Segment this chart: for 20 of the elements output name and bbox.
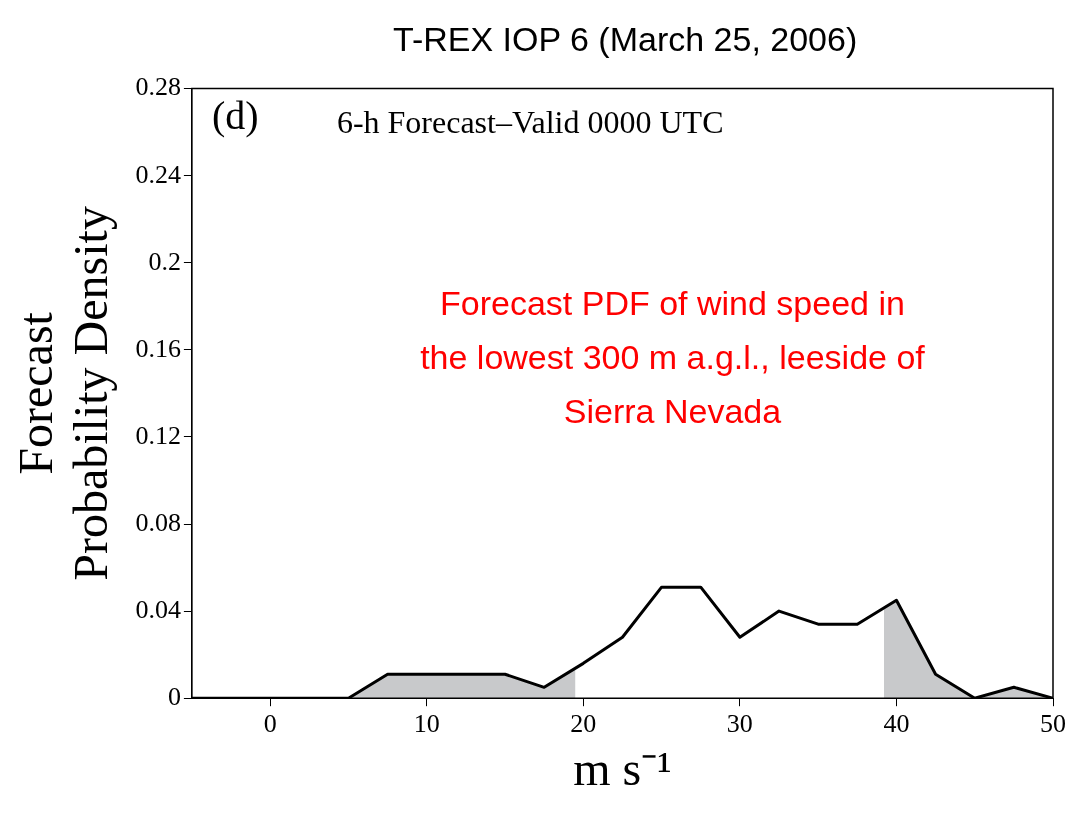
y-tick-label: 0.2 (148, 246, 181, 276)
x-tick-label: 30 (726, 708, 753, 738)
annotation: Forecast PDF of wind speed in the lowest 300 m a.g.l., leeside of Sierra Nevada (420, 283, 926, 430)
y-tick-label: 0.12 (135, 420, 181, 450)
x-tick-label: 0 (263, 708, 277, 738)
annotation: 6-h Forecast–Valid 0000 UTC (336, 104, 724, 141)
y-axis-title: Forecast Probability Density (9, 206, 118, 581)
x-tick-label: 50 (1040, 708, 1066, 738)
y-tick-label: 0.16 (135, 333, 181, 363)
x-tick-label: 10 (413, 708, 440, 738)
x-axis-title: m s⁻¹ (573, 741, 672, 795)
y-tick-label: 0.28 (135, 72, 181, 102)
annotation: (d) (211, 93, 259, 139)
y-tick-label: 0.24 (135, 159, 181, 189)
y-tick-label: 0.04 (135, 594, 181, 624)
x-tick-label: 40 (883, 708, 910, 738)
y-tick-label: 0.08 (135, 507, 181, 537)
y-tick-label: 0 (167, 682, 181, 712)
chart-title: T-REX IOP 6 (March 25, 2006) (392, 19, 859, 60)
x-tick-label: 20 (570, 708, 597, 738)
